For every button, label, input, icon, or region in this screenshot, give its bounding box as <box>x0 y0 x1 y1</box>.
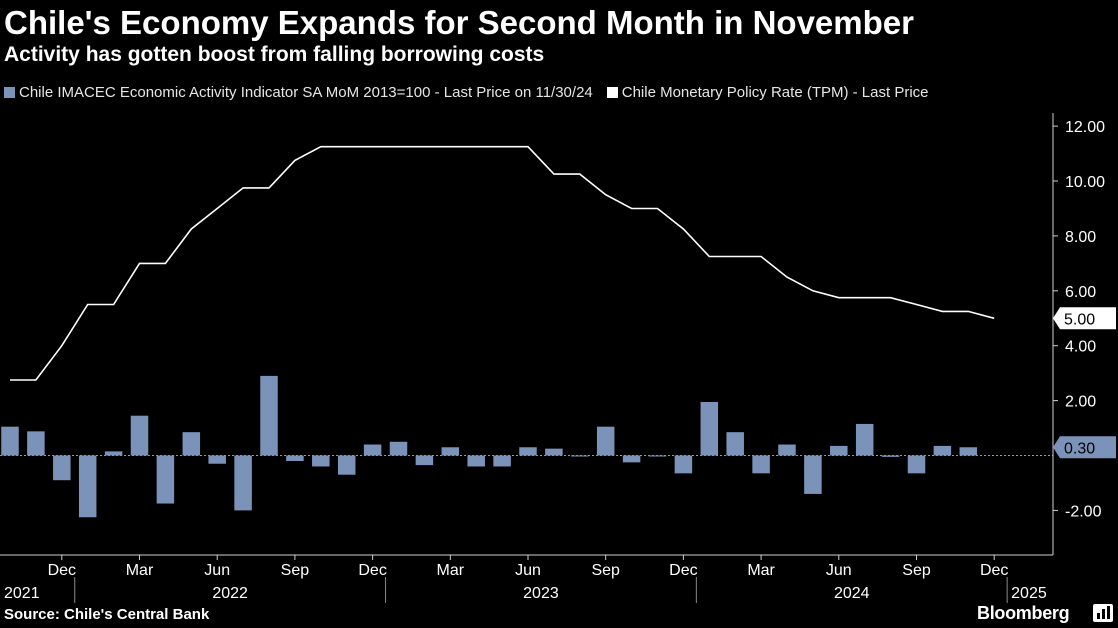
bar-2023-06 <box>519 447 537 456</box>
bar-2023-02 <box>415 455 434 466</box>
tpm-line <box>10 145 995 381</box>
source-note: Source: Chile's Central Bank <box>4 606 210 623</box>
x-tick-label-0: Dec <box>48 562 76 579</box>
imacec-last-tag-text: 0.30 <box>1064 440 1095 457</box>
brand-logo-text: Bloomberg <box>977 603 1070 623</box>
bar-2022-09 <box>286 455 304 461</box>
x-year-label-2024: 2024 <box>834 585 870 602</box>
bar-2022-11 <box>337 455 356 475</box>
bar-2023-12 <box>674 455 693 474</box>
bar-2021-10 <box>1 426 19 456</box>
bar-2021-12 <box>53 455 71 481</box>
legend-label-tpm: Chile Monetary Policy Rate (TPM) - Last … <box>621 84 929 101</box>
bar-2024-11 <box>959 447 978 456</box>
x-year-label-2022: 2022 <box>212 585 248 602</box>
bar-2024-05 <box>804 455 822 494</box>
chart-legend: Chile IMACEC Economic Activity Indicator… <box>4 84 943 101</box>
y-tick-label-3: 6.00 <box>1065 284 1096 301</box>
tpm-last-tag-text: 5.00 <box>1064 311 1095 328</box>
bar-2024-04 <box>778 444 796 456</box>
tpm-last-tag: 5.00 <box>1053 307 1116 330</box>
bar-2021-11 <box>27 431 45 456</box>
x-tick-label-11: Sep <box>902 562 931 579</box>
x-tick-label-4: Dec <box>358 562 386 579</box>
bloomberg-chart-icon <box>1093 604 1113 622</box>
legend-label-imacec: Chile IMACEC Economic Activity Indicator… <box>19 84 593 101</box>
y-tick-label-0: 12.00 <box>1065 119 1105 136</box>
bar-2023-03 <box>441 447 460 456</box>
bar-2022-12 <box>363 444 382 456</box>
x-tick-label-3: Sep <box>281 562 310 579</box>
x-year-label-2021: 2021 <box>4 585 40 602</box>
bar-2022-07 <box>234 455 252 511</box>
bar-2024-02 <box>726 432 744 456</box>
bar-2022-06 <box>208 455 226 464</box>
bar-2023-09 <box>596 426 615 456</box>
y-tick-label-1: 10.00 <box>1065 174 1105 191</box>
bar-2023-05 <box>493 455 511 467</box>
x-tick-label-2: Jun <box>204 562 230 579</box>
x-year-label-2023: 2023 <box>523 585 559 602</box>
x-year-label-2025: 2025 <box>1011 585 1047 602</box>
x-tick-label-9: Mar <box>747 562 775 579</box>
bar-2024-01 <box>700 401 719 456</box>
bar-2024-03 <box>752 455 770 474</box>
bar-2022-10 <box>312 455 330 467</box>
bar-2022-04 <box>156 455 175 504</box>
bar-2023-04 <box>467 455 485 467</box>
x-tick-label-8: Dec <box>669 562 697 579</box>
imacec-last-tag: 0.30 <box>1053 436 1116 459</box>
legend-entry-imacec: Chile IMACEC Economic Activity Indicator… <box>4 84 593 101</box>
bar-2024-09 <box>907 455 926 474</box>
x-tick-label-10: Jun <box>826 562 852 579</box>
y-tick-label-5: 2.00 <box>1065 394 1096 411</box>
x-tick-label-6: Jun <box>515 562 541 579</box>
chart-subtitle: Activity has gotten boost from falling b… <box>4 43 545 66</box>
x-tick-label-1: Mar <box>126 562 154 579</box>
legend-entry-tpm: Chile Monetary Policy Rate (TPM) - Last … <box>606 84 929 101</box>
imacec-last-tag-bg <box>1053 436 1116 459</box>
bar-2024-08 <box>881 455 900 457</box>
bar-2023-10 <box>622 455 641 463</box>
bar-2022-05 <box>182 432 201 456</box>
bar-2023-08 <box>571 455 589 457</box>
y-tick-label-2: 8.00 <box>1065 229 1096 246</box>
bar-2023-07 <box>545 448 563 456</box>
tpm-last-tag-bg <box>1053 307 1116 330</box>
y-tick-label-4: 4.00 <box>1065 339 1096 356</box>
legend-swatch-imacec <box>4 87 15 98</box>
x-tick-label-7: Sep <box>591 562 620 579</box>
bar-2022-03 <box>130 415 149 456</box>
x-tick-label-12: Dec <box>980 562 1008 579</box>
x-tick-label-5: Mar <box>437 562 465 579</box>
bar-2023-01 <box>389 441 408 456</box>
bar-2022-08 <box>260 375 278 456</box>
bar-2022-02 <box>104 451 123 456</box>
chart-title: Chile's Economy Expands for Second Month… <box>4 4 914 41</box>
bar-2023-11 <box>648 455 667 457</box>
y-tick-label-6: -2.00 <box>1065 503 1102 520</box>
legend-swatch-tpm <box>606 87 618 98</box>
bar-2024-10 <box>933 445 952 456</box>
bar-2024-07 <box>855 423 874 456</box>
bar-2022-01 <box>78 455 97 518</box>
bar-2024-06 <box>830 445 848 456</box>
